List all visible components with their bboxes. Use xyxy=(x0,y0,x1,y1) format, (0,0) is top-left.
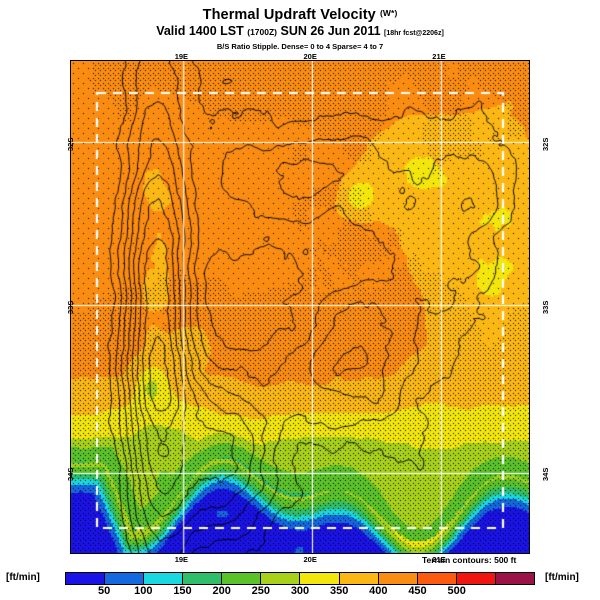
colorbar-tick-200: 200 xyxy=(212,585,231,597)
colorbar-tick-50: 50 xyxy=(98,585,111,597)
colorbar-tick-300: 300 xyxy=(290,585,310,597)
lon-label-19E-bottom: 19E xyxy=(174,555,189,564)
lat-label-32S-right: 32S xyxy=(541,137,550,151)
terrain-contour-note: Terrain contours: 500 ft xyxy=(422,555,517,565)
valid-time-zulu: (1700Z) xyxy=(247,27,277,37)
lon-label-20E-top: 20E xyxy=(303,52,317,61)
colorbar-segment-7 xyxy=(339,573,379,584)
colorbar-segment-0 xyxy=(66,573,106,584)
lat-label-34S-right: 34S xyxy=(541,468,550,482)
lat-label-33S-left: 33S xyxy=(66,300,75,314)
colorbar-segment-8 xyxy=(378,573,418,584)
colorbar-segment-11 xyxy=(495,573,534,584)
colorbar-tick-100: 100 xyxy=(134,585,153,597)
colorbar-tick-250: 250 xyxy=(251,585,270,597)
colorbar-tick-450: 450 xyxy=(408,585,427,597)
lon-label-21E-top: 21E xyxy=(432,52,446,61)
colorbar-tick-150: 150 xyxy=(173,585,192,597)
lat-label-32S-left: 32S xyxy=(66,137,75,151)
colorbar-segment-1 xyxy=(105,573,145,584)
thermal-updraft-raster xyxy=(71,61,529,553)
title-block: Thermal Updraft Velocity (W*) Valid 1400… xyxy=(0,0,600,52)
forecast-run-label: [18hr fcst@2206z] xyxy=(384,30,444,37)
lat-label-33S-right: 33S xyxy=(541,300,550,314)
colorbar-segment-5 xyxy=(261,573,301,584)
colorbar-segment-9 xyxy=(417,573,457,584)
colorbar-segment-3 xyxy=(183,573,223,584)
colorbar-segment-4 xyxy=(222,573,262,584)
colorbar-unit-left: [ft/min] xyxy=(6,572,40,583)
lon-label-21E-bottom: 21E xyxy=(432,555,446,564)
forecast-map[interactable] xyxy=(70,60,530,554)
lon-label-20E-bottom: 20E xyxy=(303,555,317,564)
stipple-legend-note: B/S Ratio Stipple. Dense= 0 to 4 Sparse=… xyxy=(216,42,384,51)
colorbar-tick-400: 400 xyxy=(369,585,388,597)
colorbar-segment-6 xyxy=(300,573,340,584)
colorbar-tick-350: 350 xyxy=(329,585,349,597)
page-title: Thermal Updraft Velocity (W*) xyxy=(0,6,600,23)
valid-time-label: Valid 1400 LST xyxy=(156,24,244,38)
title-main-text: Thermal Updraft Velocity xyxy=(202,7,376,23)
lon-label-19E-top: 19E xyxy=(174,52,189,61)
lat-label-34S-left: 34S xyxy=(66,468,75,482)
colorbar-unit-right: [ft/min] xyxy=(545,572,579,583)
valid-date-label: SUN 26 Jun 2011 xyxy=(280,24,381,38)
title-superscript: (W*) xyxy=(379,8,398,18)
colorbar-segment-10 xyxy=(456,573,496,584)
colorbar-segment-2 xyxy=(144,573,184,584)
colorbar-tick-500: 500 xyxy=(447,585,466,597)
title-subtitle: Valid 1400 LST (1700Z) SUN 26 Jun 2011 [… xyxy=(0,24,600,41)
colorbar[interactable] xyxy=(65,572,535,585)
